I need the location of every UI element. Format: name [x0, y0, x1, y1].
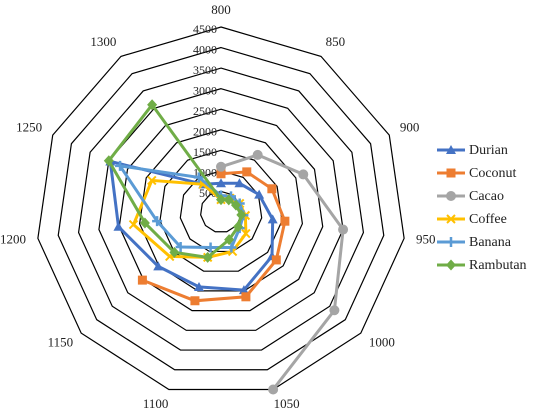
r-tick-label: 2500	[193, 104, 217, 118]
marker	[329, 305, 340, 316]
marker	[241, 292, 251, 302]
grid-ring	[37, 26, 405, 391]
r-tick-label: 2000	[193, 125, 217, 139]
category-label: 1300	[90, 34, 116, 49]
marker	[113, 221, 124, 231]
category-label: 1150	[48, 335, 74, 350]
marker	[238, 285, 249, 295]
marker	[147, 99, 158, 111]
r-tick-label: 4000	[193, 42, 217, 56]
marker	[267, 184, 277, 194]
marker	[137, 275, 147, 285]
category-label: 850	[326, 34, 346, 49]
category-label: 1100	[143, 396, 169, 411]
marker	[252, 149, 263, 160]
series	[137, 167, 290, 306]
marker	[193, 172, 204, 183]
marker	[147, 175, 157, 186]
grid-ring	[57, 46, 385, 371]
category-label: 1200	[0, 232, 26, 247]
legend-marker	[446, 259, 456, 271]
series-line	[108, 159, 275, 292]
r-tick-label: 3000	[193, 83, 217, 97]
marker	[115, 160, 126, 171]
marker	[241, 228, 251, 239]
legend-item: Cacao	[437, 189, 504, 204]
grid-ring	[138, 129, 304, 292]
legend-label: Banana	[469, 235, 512, 250]
marker	[223, 194, 234, 206]
marker	[234, 178, 245, 188]
legend-marker	[446, 191, 456, 201]
category-label: 950	[416, 232, 436, 247]
legend-marker	[446, 214, 456, 224]
marker	[280, 216, 290, 226]
r-tick-label: 3500	[193, 63, 217, 77]
series-line	[220, 153, 345, 391]
r-tick-label: 1500	[193, 145, 217, 159]
marker	[205, 242, 216, 253]
marker	[193, 281, 204, 291]
marker	[242, 167, 252, 177]
legend-label: Cacao	[469, 189, 504, 204]
series	[105, 156, 278, 295]
category-label: 1000	[369, 335, 395, 350]
legend-label: Durian	[469, 143, 508, 158]
grid-ring	[118, 108, 324, 312]
marker	[216, 169, 226, 179]
legend-marker	[446, 237, 456, 247]
category-label: 1050	[274, 396, 300, 411]
legend-marker	[446, 145, 456, 154]
marker	[139, 217, 150, 229]
legend-item: Durian	[437, 143, 508, 158]
marker	[271, 255, 281, 265]
category-label: 800	[211, 2, 231, 17]
series	[103, 99, 247, 263]
marker	[254, 189, 265, 199]
r-tick-label: 4500	[193, 22, 217, 36]
marker	[233, 221, 244, 233]
marker	[298, 169, 309, 180]
marker	[338, 224, 349, 235]
grid-ring	[77, 67, 365, 351]
category-label: 1250	[16, 119, 42, 134]
marker	[236, 209, 247, 221]
legend-label: Coconut	[469, 166, 517, 181]
legend-item: Rambutan	[437, 258, 527, 273]
marker	[216, 161, 226, 172]
series	[216, 149, 349, 395]
marker	[103, 155, 114, 167]
marker	[216, 194, 226, 206]
marker	[153, 261, 164, 271]
marker	[230, 199, 241, 211]
marker	[224, 234, 235, 246]
marker	[268, 384, 279, 395]
legend-item: Coconut	[437, 166, 517, 181]
legend-marker	[446, 168, 456, 178]
marker	[216, 178, 226, 188]
legend-label: Coffee	[469, 212, 507, 227]
marker	[226, 242, 237, 253]
marker	[175, 241, 186, 252]
marker	[190, 296, 200, 306]
category-label: 900	[400, 119, 420, 134]
marker	[128, 219, 139, 230]
legend-item: Coffee	[437, 212, 507, 227]
marker	[202, 251, 213, 263]
legend-label: Rambutan	[469, 258, 527, 273]
marker	[267, 214, 278, 224]
marker	[169, 246, 180, 258]
marker	[152, 216, 163, 227]
legend-item: Banana	[437, 235, 512, 250]
